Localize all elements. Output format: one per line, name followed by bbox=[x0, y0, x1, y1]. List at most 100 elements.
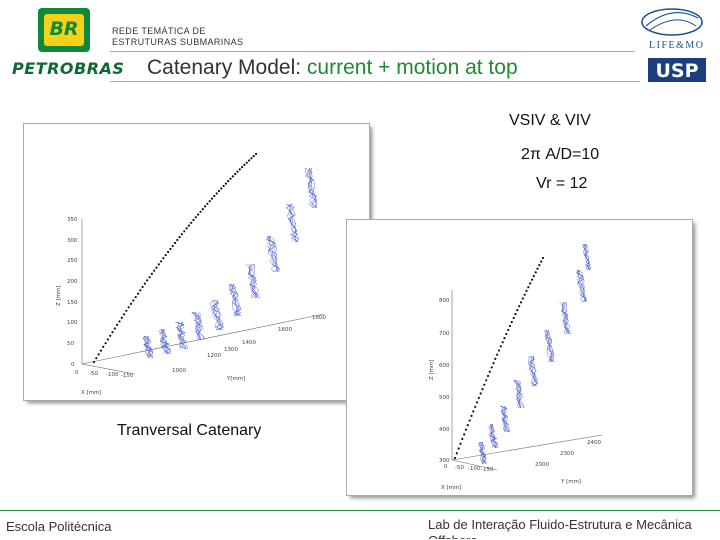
vortex-trace bbox=[488, 423, 499, 449]
p1-z-tick: 50 bbox=[67, 341, 74, 347]
p2-x-tick: 0 bbox=[444, 464, 448, 470]
catenary-point bbox=[120, 316, 123, 319]
vortex-traces-1 bbox=[142, 167, 318, 359]
catenary-point bbox=[102, 345, 105, 348]
catenary-point bbox=[243, 163, 246, 166]
catenary-point bbox=[507, 328, 510, 332]
vortex-trace bbox=[191, 311, 206, 341]
catenary-point bbox=[169, 247, 172, 251]
footer-left: Escola Politécnica bbox=[6, 519, 112, 534]
catenary-line-1 bbox=[92, 152, 258, 364]
catenary-point bbox=[503, 337, 506, 340]
catenary-point bbox=[227, 180, 230, 183]
catenary-point bbox=[519, 301, 523, 304]
catenary-point bbox=[248, 159, 251, 162]
catenary-point bbox=[204, 205, 207, 208]
catenary-point bbox=[453, 456, 457, 460]
network-name-line2: ESTRUTURAS SUBMARINAS bbox=[112, 37, 244, 47]
p2-y-tick: 2300 bbox=[560, 451, 574, 457]
catenary-point bbox=[201, 208, 204, 211]
vortex-trace bbox=[499, 405, 510, 433]
catenary-point bbox=[474, 405, 477, 408]
annotation-reduced-velocity: Vr = 12 bbox=[536, 175, 588, 192]
p1-z-tick: 0 bbox=[71, 362, 75, 368]
catenary-point bbox=[123, 313, 126, 316]
p1-x-tick: -150 bbox=[121, 373, 134, 379]
catenary-point bbox=[501, 341, 504, 344]
network-name-line1: REDE TEMÁTICA DE bbox=[112, 26, 206, 36]
catenary-point bbox=[496, 353, 499, 356]
petrobras-wordmark: PETROBRAS bbox=[12, 59, 125, 78]
p1-z-tick: 300 bbox=[67, 238, 78, 244]
catenary-point bbox=[534, 271, 537, 274]
catenary-point bbox=[139, 289, 142, 292]
catenary-point bbox=[160, 260, 163, 263]
vortex-traces-2 bbox=[478, 243, 592, 465]
p2-z-tick: 500 bbox=[439, 395, 450, 401]
catenary-point bbox=[113, 327, 116, 330]
catenary-point bbox=[499, 345, 502, 348]
catenary-point bbox=[150, 272, 153, 275]
p2-x-tick: -150 bbox=[481, 467, 494, 473]
br-logo-text: BR bbox=[49, 18, 79, 40]
catenary-point bbox=[217, 189, 221, 193]
catenary-point bbox=[194, 216, 197, 219]
catenary-point bbox=[516, 309, 519, 312]
catenary-point bbox=[208, 200, 211, 203]
catenary-point bbox=[229, 177, 232, 180]
vortex-trace bbox=[158, 328, 172, 355]
catenary-point bbox=[234, 172, 237, 176]
p1-y-tick: 1600 bbox=[278, 327, 292, 333]
catenary-point bbox=[190, 221, 193, 224]
p2-z-tick: 400 bbox=[439, 427, 450, 433]
catenary-point bbox=[148, 276, 151, 279]
plot-caption: Tranversal Catenary bbox=[117, 422, 262, 439]
catenary-point bbox=[532, 274, 535, 278]
vortex-trace bbox=[478, 441, 487, 465]
catenary-point bbox=[514, 313, 517, 316]
catenary-point bbox=[527, 286, 530, 289]
p1-y-label: Y[mm] bbox=[226, 376, 245, 382]
catenary-point bbox=[141, 285, 144, 289]
catenary-point bbox=[494, 357, 497, 360]
catenary-point bbox=[106, 338, 109, 341]
p1-z-label: Z [mm] bbox=[56, 285, 62, 306]
catenary-point bbox=[92, 360, 96, 364]
catenary-point bbox=[171, 244, 174, 248]
annotation-amplitude: 2π A/D=10 bbox=[521, 146, 600, 163]
catenary-point bbox=[481, 388, 484, 391]
catenary-point bbox=[104, 342, 107, 345]
catenary-point bbox=[164, 254, 167, 257]
catenary-point bbox=[523, 293, 526, 296]
vortex-trace bbox=[174, 321, 188, 350]
p2-z-tick: 700 bbox=[439, 331, 450, 337]
catenary-point bbox=[162, 257, 165, 260]
usp-logo-text: USP bbox=[655, 60, 698, 82]
p1-x-tick: 0 bbox=[75, 370, 79, 376]
catenary-point bbox=[250, 157, 253, 160]
catenary-point bbox=[486, 374, 490, 378]
catenary-point bbox=[176, 238, 179, 242]
catenary-point bbox=[530, 278, 534, 281]
catenary-point bbox=[512, 316, 515, 320]
catenary-point bbox=[220, 187, 223, 190]
catenary-point bbox=[109, 334, 112, 337]
catenary-point bbox=[173, 241, 177, 245]
catenary-point bbox=[210, 197, 214, 200]
footer-right: Lab de Interação Fluido-Estrutura e Mecâ… bbox=[428, 517, 692, 539]
vortex-trace bbox=[228, 283, 243, 317]
p1-x-tick: -50 bbox=[89, 371, 98, 377]
catenary-point bbox=[475, 401, 479, 404]
catenary-plot-2: 800 700 600 500 400 300 Z [mm] 2000 2300… bbox=[347, 220, 692, 495]
catenary-point bbox=[178, 236, 181, 239]
catenary-point bbox=[155, 266, 158, 269]
catenary-point bbox=[457, 447, 460, 450]
catenary-point bbox=[97, 353, 100, 356]
catenary-point bbox=[157, 263, 160, 266]
catenary-point bbox=[236, 170, 239, 173]
p1-z-tick: 150 bbox=[67, 300, 78, 306]
catenary-point bbox=[490, 366, 493, 369]
p1-z-tick: 350 bbox=[67, 217, 78, 223]
header-divider-bottom bbox=[110, 81, 640, 82]
